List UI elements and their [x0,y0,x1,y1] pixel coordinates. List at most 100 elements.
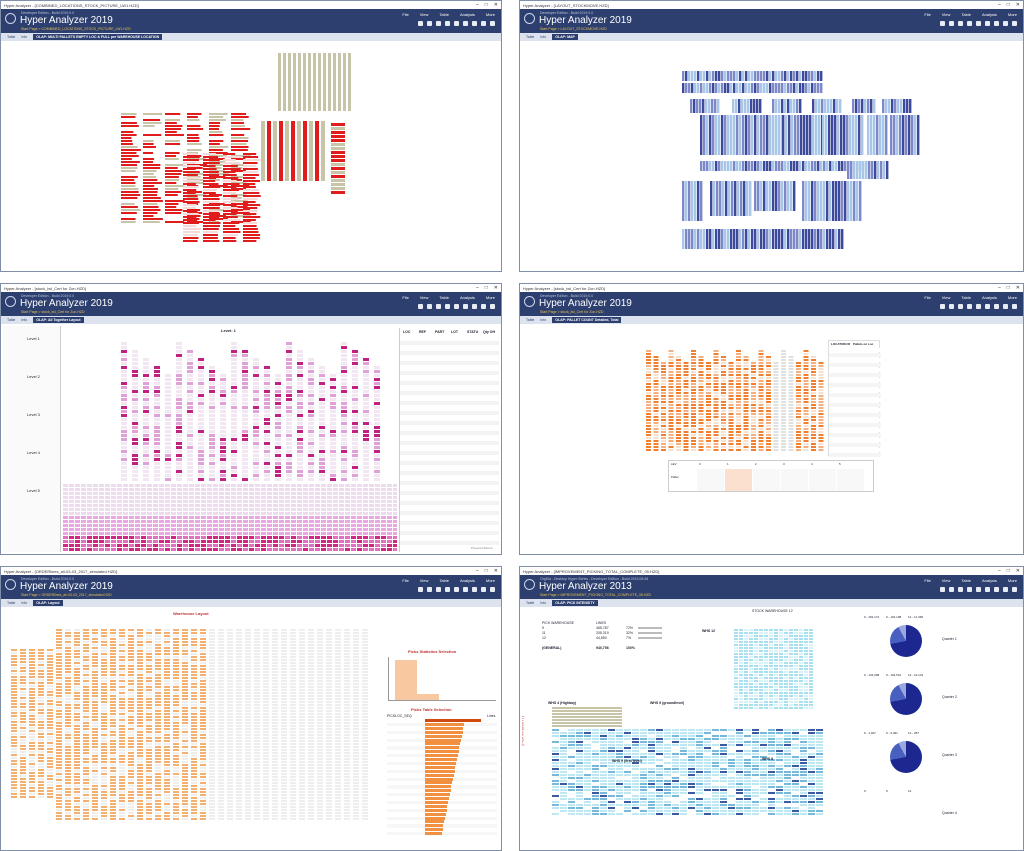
level-cell[interactable] [837,469,864,491]
toolbar-button-icon[interactable] [976,304,981,309]
toolbar-button-icon[interactable] [958,587,963,592]
table-header[interactable]: LOCATION ID [831,342,851,346]
toolbar-button-icon[interactable] [454,587,459,592]
table-row[interactable] [400,506,499,510]
close-icon[interactable]: ✕ [493,2,498,8]
toolbar-button-icon[interactable] [472,587,477,592]
table-row[interactable] [829,448,881,452]
toolbar-button-icon[interactable] [1003,21,1008,26]
table-row[interactable] [400,406,499,410]
table-row[interactable] [400,341,499,345]
tab-info[interactable]: Info [540,601,547,605]
tab-table[interactable]: Table [7,601,16,605]
table-row[interactable] [400,381,499,385]
table-row[interactable] [400,446,499,450]
table-row[interactable] [387,734,497,738]
table-row[interactable] [400,476,499,480]
toolbar-button-icon[interactable] [994,21,999,26]
tab-olap-active[interactable]: OLAP: MAP [552,34,578,40]
table-row[interactable] [829,383,881,387]
table-row[interactable] [400,371,499,375]
toolbar-button-icon[interactable] [463,587,468,592]
close-icon[interactable]: ✕ [493,568,498,574]
menu-item[interactable]: More [1007,578,1017,583]
menu-item[interactable]: View [941,578,951,583]
table-row[interactable] [387,773,497,777]
toolbar-button-icon[interactable] [418,304,423,309]
table-row[interactable] [387,793,497,797]
table-row[interactable] [400,361,499,365]
tab-table[interactable]: Table [7,35,16,39]
toolbar-button-icon[interactable] [472,21,477,26]
menu-item[interactable]: Table [961,295,971,300]
table-row[interactable] [387,722,497,727]
table-row[interactable] [387,765,497,770]
table-row[interactable] [400,351,499,355]
toolbar-button-icon[interactable] [940,304,945,309]
menu-item[interactable]: Table [439,295,449,300]
menu-item[interactable]: View [419,295,429,300]
table-row[interactable] [387,781,497,785]
pickloc-header[interactable]: PICKLOC_SEQ [387,714,412,718]
toolbar-button-icon[interactable] [958,304,963,309]
tab-olap-active[interactable]: OLAP: All Together Layout [33,317,84,323]
table-row[interactable] [387,761,497,766]
table-row[interactable] [400,541,499,545]
table-row[interactable] [400,536,499,540]
toolbar-button-icon[interactable] [481,587,486,592]
table-row[interactable] [400,491,499,495]
level-header[interactable]: 4 [811,462,813,466]
level-cell[interactable] [753,469,780,491]
toolbar-button-icon[interactable] [436,21,441,26]
close-icon[interactable]: ✕ [1015,568,1020,574]
toolbar-button-icon[interactable] [1012,21,1017,26]
level-header[interactable]: 1 [727,462,729,466]
table-row[interactable] [400,421,499,425]
maximize-icon[interactable]: □ [484,568,488,574]
level-thumbnail-label[interactable]: Level 5 [27,488,40,493]
tab-info[interactable]: Info [540,318,547,322]
table-row[interactable] [400,391,499,395]
toolbar-button-icon[interactable] [967,587,972,592]
table-row[interactable] [400,376,499,380]
tab-info[interactable]: Info [21,35,28,39]
maximize-icon[interactable]: □ [1006,568,1010,574]
toolbar-button-icon[interactable] [427,587,432,592]
toolbar-button-icon[interactable] [940,21,945,26]
maximize-icon[interactable]: □ [1006,2,1010,8]
table-row[interactable] [387,808,497,813]
table-row[interactable] [400,426,499,430]
table-row[interactable] [829,438,881,442]
menu-item[interactable]: Analysis [459,578,475,583]
menu-item[interactable]: View [419,578,429,583]
level-thumbnail-label[interactable]: Level 2 [27,374,40,379]
table-row[interactable] [400,396,499,400]
toolbar-button-icon[interactable] [418,21,423,26]
menu-item[interactable]: File [402,12,409,17]
menu-item[interactable]: File [924,12,931,17]
table-header[interactable]: PART [435,330,445,334]
table-row[interactable] [400,431,499,435]
menu-item[interactable]: View [941,295,951,300]
toolbar-button-icon[interactable] [976,587,981,592]
tab-table[interactable]: Table [7,318,16,322]
toolbar-button-icon[interactable] [1003,587,1008,592]
level-cell[interactable] [697,469,724,491]
table-row[interactable] [400,336,499,340]
menu-item[interactable]: File [924,578,931,583]
table-row[interactable] [829,428,881,432]
toolbar-button-icon[interactable] [949,21,954,26]
breadcrumb[interactable]: Start Page > stock_lwl_Cert for Zon.HZD [21,310,85,314]
toolbar-button-icon[interactable] [985,587,990,592]
table-row[interactable] [400,466,499,470]
table-row[interactable] [387,754,497,758]
toolbar-button-icon[interactable] [949,304,954,309]
menu-item[interactable]: View [941,12,951,17]
breadcrumb[interactable]: Start Page > LAYOUT_STOCKMOVE.HZD [540,27,607,31]
toolbar-button-icon[interactable] [1012,587,1017,592]
table-row[interactable] [400,416,499,420]
table-row[interactable] [400,511,499,515]
table-row[interactable] [400,441,499,445]
table-row[interactable] [400,501,499,505]
table-row[interactable] [829,443,881,447]
